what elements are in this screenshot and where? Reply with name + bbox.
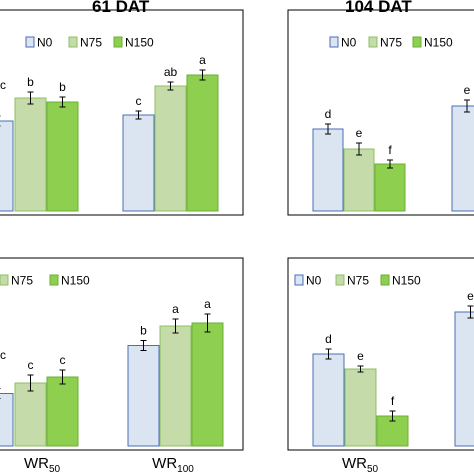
- tr-g1-n75-bar: [343, 148, 375, 212]
- br-g1-n150-letter: f: [391, 394, 395, 408]
- tr-g1-n0-letter: d: [325, 107, 332, 121]
- tl-g2-n0-letter: c: [136, 94, 142, 108]
- legend-tr-n0-swatch: [329, 36, 339, 48]
- legend-tl-n0-label: N0: [37, 36, 53, 50]
- legend-tr-n150-swatch: [412, 36, 422, 48]
- tl-g2-n0-bar: [122, 114, 155, 212]
- bl-g1-n0-partial-letter: c: [0, 348, 6, 362]
- br-g2-n0-letter: e: [467, 289, 474, 303]
- tl-g2-n75-bar: [154, 85, 187, 212]
- bl-xlabel-wr100: WR100: [152, 455, 194, 474]
- bl-xlabel-wr50: WR50: [24, 455, 61, 474]
- panel-frame-top-right: [287, 9, 474, 216]
- bl-g2-n75-bar: [159, 325, 192, 447]
- panel-title-104dat: 104 DAT: [345, 0, 412, 16]
- legend-tr-n150-label: N150: [424, 36, 453, 50]
- tl-g1-n150-letter: b: [59, 80, 66, 94]
- tl-g2-n75-letter: ab: [164, 65, 178, 79]
- tl-g2-n150-letter: a: [199, 53, 206, 67]
- bl-g2-n0-letter: b: [140, 324, 147, 338]
- legend-bl-n150-label: N150: [61, 274, 90, 288]
- legend-bl-n75-swatch: [0, 274, 9, 286]
- legend-tl-n75-label: N75: [80, 36, 102, 50]
- bl-g2-n75-letter: a: [172, 302, 179, 316]
- tr-g1-n75-letter: e: [356, 126, 363, 140]
- tr-g1-n150-bar: [374, 163, 406, 212]
- legend-br-n0-label: N0: [306, 274, 322, 288]
- legend-bl-n75-label: N75: [11, 274, 33, 288]
- tl-g1-n0-partial-letter: c: [0, 78, 6, 92]
- legend-tr-n75-label: N75: [380, 36, 402, 50]
- bl-g2-n150-bar: [191, 322, 224, 447]
- br-g1-n0-letter: d: [325, 332, 332, 346]
- br-g1-n75-bar: [344, 368, 377, 447]
- legend-br-n75-swatch: [335, 274, 345, 286]
- panel-frame-top-left: [0, 9, 244, 216]
- bl-g1-n75-bar: [14, 382, 47, 447]
- legend-tr-n0-label: N0: [341, 36, 357, 50]
- bl-g1-n150-letter: c: [60, 353, 66, 367]
- legend-tl-n150-label: N150: [125, 36, 154, 50]
- panel-frame-bottom-right: [287, 257, 474, 451]
- tl-g1-n0-bar: [0, 120, 14, 212]
- tl-g1-n75-letter: b: [27, 75, 34, 89]
- legend-br-n150-label: N150: [392, 274, 421, 288]
- br-g1-n0-bar: [312, 353, 345, 447]
- legend-tl-n0-swatch: [25, 36, 35, 48]
- legend-tl-n75-swatch: [68, 36, 78, 48]
- legend-tl-n150-swatch: [113, 36, 123, 48]
- legend-bl-n150-swatch: [49, 274, 59, 286]
- tl-g1-n75-bar: [14, 97, 47, 212]
- br-g2-n0-bar: [454, 311, 474, 447]
- tl-g2-n150-bar: [186, 74, 219, 212]
- bl-g2-n0-bar: [127, 345, 160, 447]
- br-g1-n75-letter: e: [357, 349, 364, 363]
- legend-br-n150-swatch: [380, 274, 390, 286]
- tr-g2-n0-letter: e: [464, 83, 471, 97]
- panel-title-61dat: 61 DAT: [92, 0, 150, 16]
- panel-frame-bottom-left: [0, 257, 244, 451]
- tl-g1-n150-bar: [46, 101, 79, 212]
- br-xlabel-wr50: WR50: [342, 455, 379, 474]
- legend-br-n75-label: N75: [347, 274, 369, 288]
- legend-br-n0-swatch: [294, 274, 304, 286]
- tr-g1-n150-letter: f: [388, 143, 392, 157]
- tr-g2-n0-bar: [451, 105, 474, 212]
- bl-g2-n150-letter: a: [204, 297, 211, 311]
- bl-g1-n0-bar: [0, 393, 14, 447]
- legend-tr-n75-swatch: [368, 36, 378, 48]
- bl-g1-n150-bar: [46, 376, 79, 447]
- bl-g1-n75-letter: c: [28, 358, 34, 372]
- tr-g1-n0-bar: [312, 128, 344, 212]
